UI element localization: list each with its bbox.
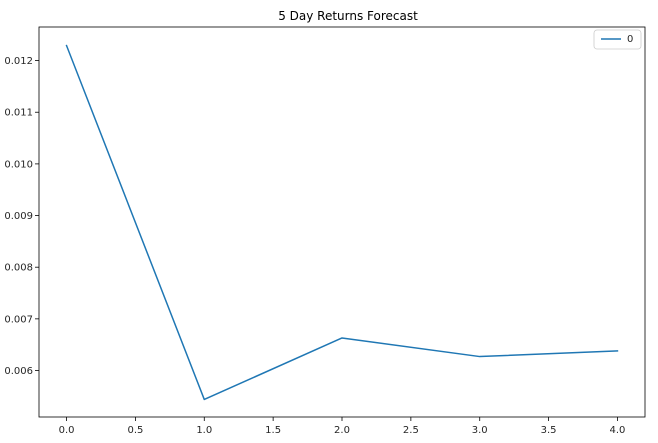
- y-tick-label: 0.012: [4, 56, 33, 67]
- x-tick-label: 4.0: [610, 425, 626, 436]
- y-axis: 0.006 0.007 0.008 0.009 0.010 0.011 0.012: [4, 56, 39, 377]
- y-tick-label: 0.009: [4, 211, 33, 222]
- series-line-0: [65, 44, 619, 401]
- x-tick-label: 2.0: [334, 425, 350, 436]
- y-tick-label: 0.010: [4, 159, 33, 170]
- y-tick-label: 0.008: [4, 263, 33, 274]
- x-tick-label: 2.5: [403, 425, 419, 436]
- x-axis: 0.0 0.5 1.0 1.5 2.0 2.5 3.0 3.5 4.0: [59, 417, 626, 436]
- series-layer: [65, 44, 619, 401]
- x-tick-label: 1.0: [196, 425, 212, 436]
- y-tick-label: 0.007: [4, 314, 33, 325]
- legend: 0: [593, 29, 642, 50]
- x-tick-label: 3.0: [472, 425, 488, 436]
- y-tick-label: 0.011: [4, 108, 33, 119]
- legend-label: 0: [627, 34, 633, 45]
- y-tick-label: 0.006: [4, 366, 33, 377]
- plot-area-frame: [38, 26, 646, 418]
- x-tick-label: 0.0: [59, 425, 75, 436]
- x-tick-label: 3.5: [541, 425, 557, 436]
- x-tick-label: 1.5: [265, 425, 281, 436]
- x-tick-label: 0.5: [127, 425, 143, 436]
- chart-title: 5 Day Returns Forecast: [278, 9, 418, 23]
